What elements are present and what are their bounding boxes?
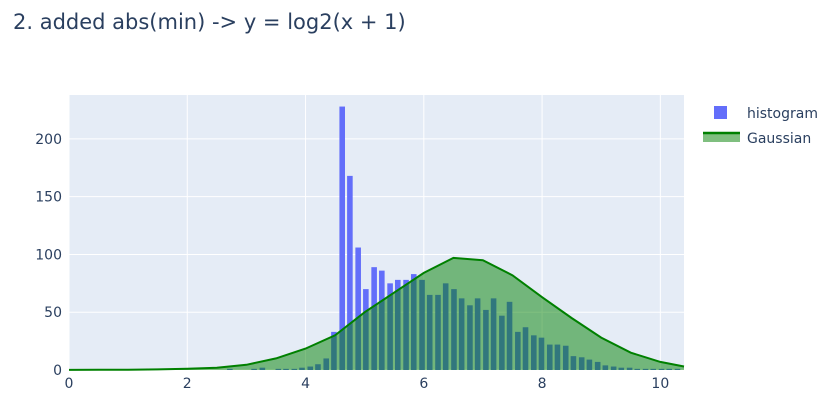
x-tick-label: 6 [419,376,428,392]
x-tick-label: 0 [65,376,74,392]
y-axis-ticks: 0 50 100 150 200 [35,132,62,379]
y-tick-label: 50 [44,305,62,321]
gaussian-line[interactable] [68,256,685,371]
chart-title: 2. added abs(min) -> y = log2(x + 1) [13,10,406,34]
x-tick-label: 10 [651,376,669,392]
legend-histogram-label[interactable]: histogram [747,106,818,122]
legend-gaussian-swatch-fill[interactable] [703,133,740,142]
y-tick-label: 150 [35,190,62,206]
histogram-bar[interactable] [355,247,361,370]
x-tick-label: 4 [301,376,310,392]
legend-histogram-swatch[interactable] [714,106,727,119]
legend-gaussian-label[interactable]: Gaussian [747,131,811,147]
gaussian-area [68,256,685,371]
gaussian-fill [69,257,684,370]
histogram-bar[interactable] [339,106,345,370]
legend[interactable]: histogram Gaussian [703,106,818,147]
x-tick-label: 8 [538,376,547,392]
x-axis-ticks: 0 2 4 6 8 10 [65,376,670,392]
y-tick-label: 100 [35,247,62,263]
x-tick-label: 2 [183,376,192,392]
histogram-bar[interactable] [347,175,353,370]
y-tick-label: 0 [53,363,62,379]
y-tick-label: 200 [35,132,62,148]
